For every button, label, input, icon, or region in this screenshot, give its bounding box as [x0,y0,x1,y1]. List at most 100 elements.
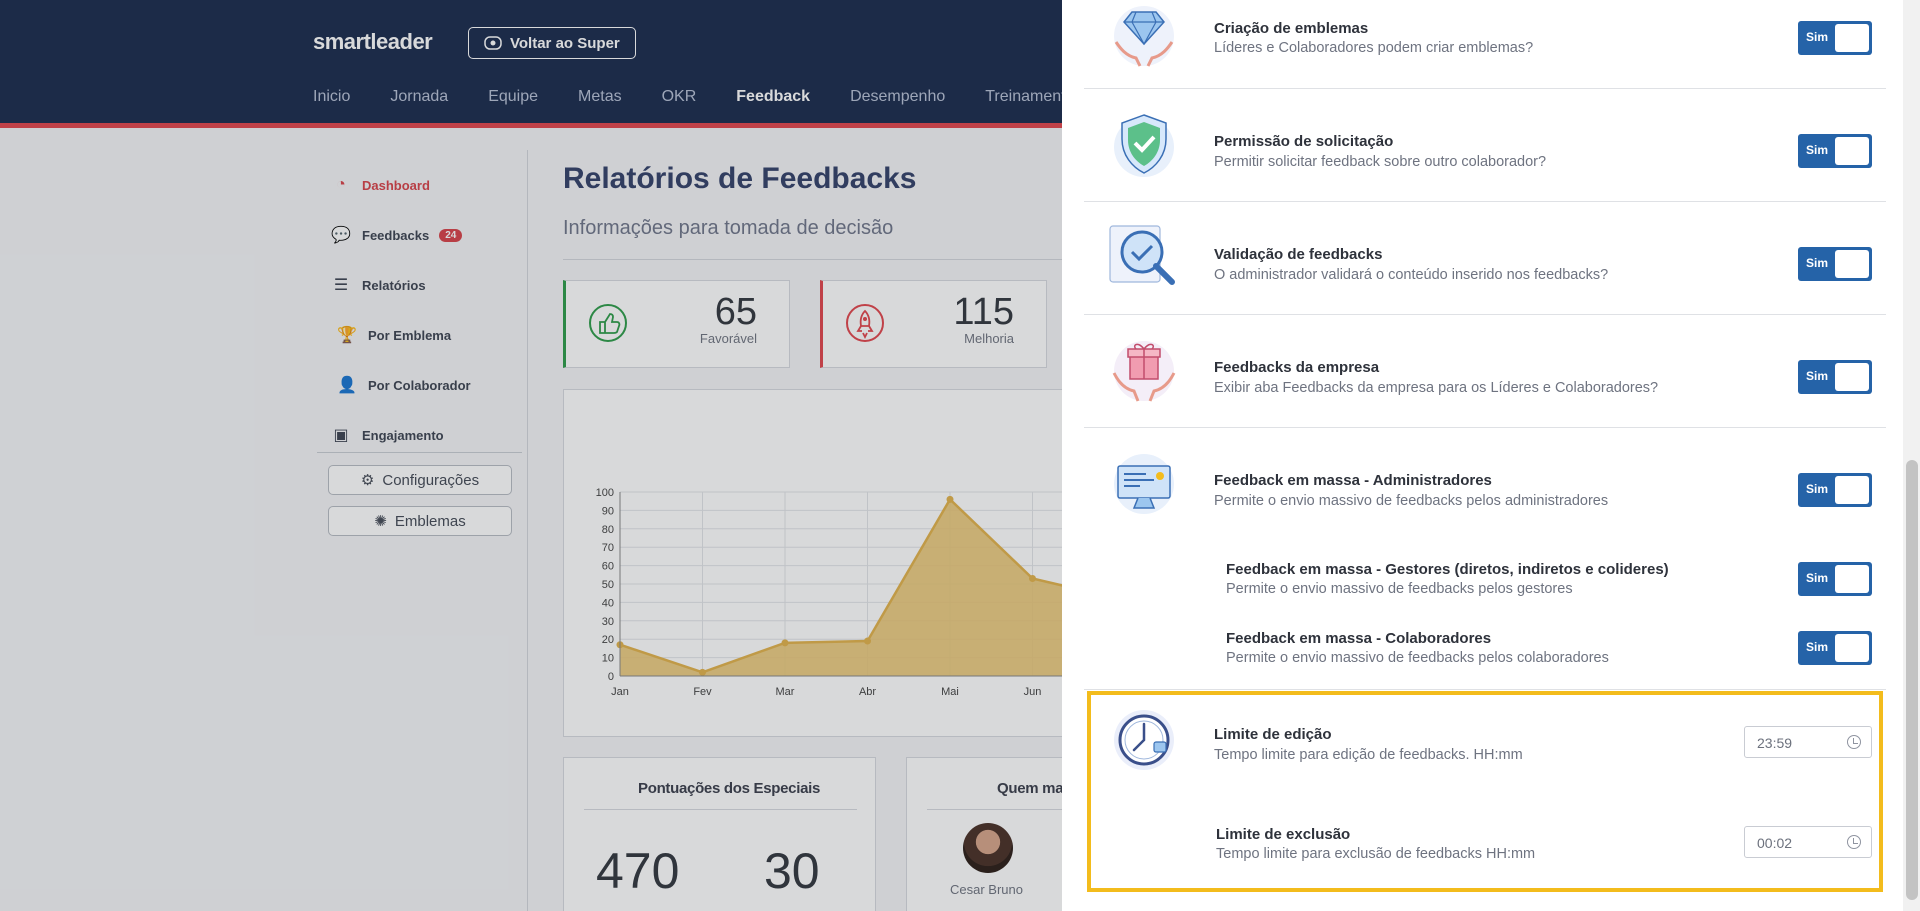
especiais-divider [584,809,857,810]
sidebar-item-por-colaborador[interactable]: 👤 Por Colaborador [330,360,530,410]
page-title: Relatórios de Feedbacks [563,162,917,195]
nav-okr[interactable]: OKR [661,88,697,105]
diamond-hands-icon [1114,6,1174,67]
y-tick-label: 10 [602,653,614,665]
y-tick-label: 100 [596,487,614,499]
setting-title: Permissão de solicitação [1214,133,1394,150]
y-tick-label: 80 [602,524,614,536]
feedbacks-empresa-toggle[interactable]: Sim [1798,360,1872,394]
kpi-favoravel-label: Favorável [699,331,757,346]
bar-list-icon: ☰ [333,277,349,294]
setting-desc: Permitir solicitar feedback sobre outro … [1214,154,1547,170]
sidebar-item-relatorios[interactable]: ☰ Relatórios [330,260,530,310]
emblemas-label: Emblemas [394,512,466,530]
setting-title: Criação de emblemas [1214,20,1369,37]
drawer-scrollbar[interactable] [1903,0,1920,911]
toggle-label: Sim [1806,256,1829,270]
swap-icon [484,36,502,50]
setting-row-criacao-emblemas: Criação de emblemas Líderes e Colaborado… [1084,0,1886,89]
setting-title: Feedbacks da empresa [1214,359,1380,376]
toggle-knob [1835,24,1869,52]
time-value: 23:59 [1757,735,1793,751]
sidebar-item-feedbacks[interactable]: 💬 Feedbacks 24 [330,210,530,260]
feedback-area-chart: 0 10 20 30 40 50 60 70 80 90 100 Jan Fev Mar Abr Mai Jun [596,487,1068,698]
setting-desc: Permite o envio massivo de feedbacks pel… [1214,493,1609,509]
setting-desc: Tempo limite para exclusão de feedbacks … [1216,846,1536,862]
emblemas-button[interactable]: ✺ Emblemas [328,506,512,536]
y-tick-label: 20 [602,634,614,646]
permissao-solicitacao-toggle[interactable]: Sim [1798,134,1872,168]
nav-treinamento[interactable]: Treinamento [985,88,1075,105]
setting-row-permissao-solicitacao: Permissão de solicitação Permitir solici… [1084,89,1886,202]
pie-chart-icon: ◔ [336,176,346,193]
x-tick-label: Jun [1024,686,1042,698]
toggle-label: Sim [1806,369,1829,383]
drawer-backdrop[interactable] [0,0,1062,911]
especiais-card: Pontuações dos Especiais 470 30 [563,757,876,911]
clock-small-icon [1847,735,1861,749]
title-divider [563,259,1063,260]
toggle-knob [1835,137,1869,165]
sidebar-item-label: Relatórios [362,277,426,293]
limite-edicao-time-input[interactable]: 23:59 [1744,726,1872,758]
toggle-label: Sim [1806,143,1829,157]
toggle-label: Sim [1806,30,1829,44]
especiais-title: Pontuações dos Especiais [638,780,821,797]
sidebar-item-label: Por Colaborador [368,377,471,393]
back-to-super-label: Voltar ao Super [510,34,620,52]
y-tick-label: 0 [608,671,614,683]
back-to-super-button[interactable]: Voltar ao Super [468,27,636,59]
configuracoes-button[interactable]: ⚙ Configurações [328,465,512,495]
setting-row-validacao-feedbacks: Validação de feedbacks O administrador v… [1084,202,1886,315]
shield-check-icon [1114,114,1174,177]
limite-exclusao-time-input[interactable]: 00:02 [1744,826,1872,858]
validacao-feedbacks-toggle[interactable]: Sim [1798,247,1872,281]
nav-metas[interactable]: Metas [578,88,622,105]
kpi-melhoria: 115 Melhoria [820,280,1047,368]
sidebar-item-label: Engajamento [362,427,444,443]
clock-icon [1114,710,1174,770]
setting-row-feedbacks-empresa: Feedbacks da empresa Exibir aba Feedback… [1084,315,1886,428]
thumbs-up-icon [589,304,627,342]
badge-icon: ✺ [374,513,387,530]
setting-row-feedback-massa: Feedback em massa - Administradores Perm… [1084,428,1886,690]
toggle-label: Sim [1806,571,1829,585]
data-point [1029,574,1036,582]
feedback-massa-gestores-toggle[interactable]: Sim [1798,562,1872,596]
especiais-value-1: 470 [596,843,680,899]
setting-desc: Exibir aba Feedbacks da empresa para os … [1214,380,1659,396]
sidebar-item-engajamento[interactable]: ▣ Engajamento [330,410,530,460]
toggle-label: Sim [1806,482,1829,496]
setting-desc: Tempo limite para edição de feedbacks. H… [1214,747,1523,763]
nav-equipe[interactable]: Equipe [488,88,539,105]
nav-desempenho[interactable]: Desempenho [850,88,946,105]
setting-title: Feedback em massa - Administradores [1214,472,1492,489]
x-tick-label: Mar [776,686,795,698]
sidebar-item-por-emblema[interactable]: 🏆 Por Emblema [330,310,530,360]
criacao-emblemas-toggle[interactable]: Sim [1798,21,1872,55]
quem-mais-divider [927,809,1187,810]
area-fill [620,499,1068,676]
setting-title: Limite de edição [1214,726,1332,743]
x-tick-label: Jan [611,686,629,698]
sidebar-item-dashboard[interactable]: ◔ Dashboard [330,160,530,210]
nav-jornada[interactable]: Jornada [390,88,449,105]
feedbacks-count-badge: 24 [439,228,463,242]
drawer-scroll-thumb[interactable] [1906,460,1918,900]
gear-icon: ⚙ [360,472,375,489]
nav-feedback[interactable]: Feedback [736,88,811,105]
kpi-favoravel-value: 65 [714,291,757,333]
setting-title: Limite de exclusão [1216,826,1351,843]
nav-inicio[interactable]: Inicio [313,88,351,105]
feedback-massa-admin-toggle[interactable]: Sim [1798,473,1872,507]
time-value: 00:02 [1757,835,1793,851]
rocket-icon [846,304,884,342]
page-subtitle: Informações para tomada de decisão [563,217,894,239]
data-point [946,495,954,503]
setting-desc: O administrador validará o conteúdo inse… [1214,267,1609,283]
data-point [781,639,789,647]
kpi-favoravel: 65 Favorável [563,280,790,368]
feedback-massa-colaboradores-toggle[interactable]: Sim [1798,631,1872,665]
app-logo: smartleader [313,29,433,54]
y-tick-label: 70 [602,542,614,554]
